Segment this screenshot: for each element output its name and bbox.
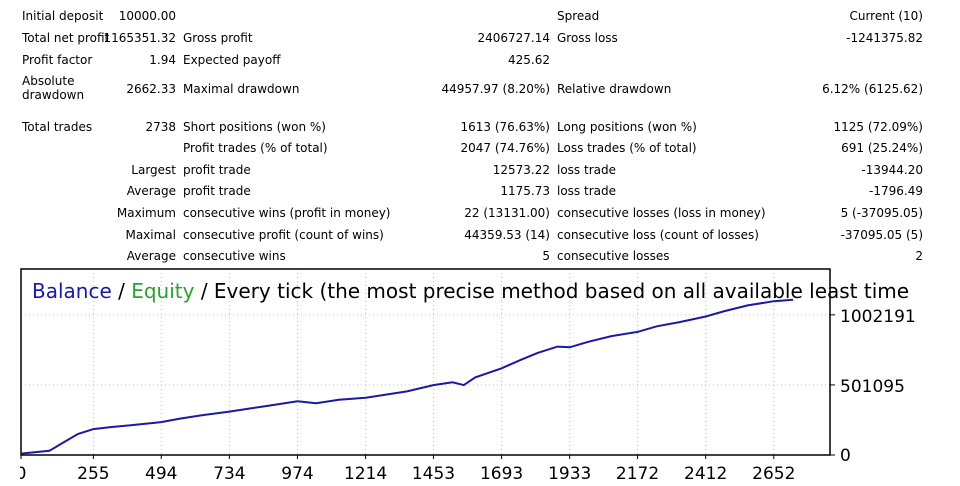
- maximal-drawdown-label: Maximal drawdown: [183, 82, 300, 96]
- maximal-consecutive-profit-label: consecutive profit (count of wins): [183, 228, 384, 242]
- max-consecutive-wins-label: consecutive wins (profit in money): [183, 206, 391, 220]
- initial-deposit-value: 10000.00: [118, 9, 176, 23]
- total-trades-label: Total trades: [22, 120, 93, 134]
- long-positions-value: 1125 (72.09%): [833, 120, 923, 134]
- x-tick-label: 2172: [616, 464, 659, 484]
- profit-trades-value: 2047 (74.76%): [460, 141, 550, 155]
- profit-factor-value: 1.94: [149, 53, 176, 67]
- gross-profit-value: 2406727.14: [477, 31, 550, 45]
- profit-factor-label: Profit factor: [22, 53, 93, 67]
- max-consecutive-losses-label: consecutive losses (loss in money): [557, 206, 766, 220]
- average-consecutive-wins-label: consecutive wins: [183, 249, 286, 263]
- maximal-label: Maximal: [125, 228, 176, 242]
- expected-payoff-label: Expected payoff: [183, 53, 281, 67]
- average-consecutive-losses-label: consecutive losses: [557, 249, 670, 263]
- balance-series-line: [20, 298, 794, 455]
- total-net-profit-value: 1165351.32: [103, 31, 176, 45]
- x-tick-label: 1214: [344, 464, 387, 484]
- x-tick-label: 1933: [548, 464, 591, 484]
- x-tick-label: 1453: [412, 464, 455, 484]
- x-tick-label: 255: [77, 464, 109, 484]
- title-balance: Balance: [32, 279, 112, 303]
- short-positions-label: Short positions (won %): [183, 120, 326, 134]
- average-profit-value: 1175.73: [500, 184, 550, 198]
- title-rest: / Every tick (the most precise method ba…: [194, 279, 909, 303]
- backtest-report: Initial deposit 10000.00 Spread Current …: [22, 9, 923, 263]
- relative-drawdown-value: 6.12% (6125.62): [822, 82, 923, 96]
- maximum-label: Maximum: [116, 206, 176, 220]
- largest-loss-label: loss trade: [557, 163, 616, 177]
- largest-loss-value: -13944.20: [861, 163, 923, 177]
- title-equity: Equity: [131, 279, 194, 303]
- largest-label: Largest: [131, 163, 176, 177]
- total-net-profit-label: Total net profit: [22, 31, 110, 45]
- x-tick-label: 0: [20, 464, 26, 484]
- x-tick-label: 494: [145, 464, 177, 484]
- y-axis-ticks: 0 501095 1002191: [830, 307, 916, 466]
- spread-label: Spread: [557, 9, 600, 23]
- gross-profit-label: Gross profit: [183, 31, 253, 45]
- x-tick-label: 734: [213, 464, 245, 484]
- absolute-drawdown-value: 2662.33: [126, 82, 176, 96]
- average-profit-label: profit trade: [183, 184, 251, 198]
- average-loss-value: -1796.49: [869, 184, 923, 198]
- chart-grid: [21, 269, 830, 455]
- chart-frame: [20, 268, 831, 456]
- x-tick-label: 2412: [684, 464, 727, 484]
- x-tick-label: 2652: [752, 464, 795, 484]
- loss-trades-label: Loss trades (% of total): [557, 141, 697, 155]
- average-consecutive-label: Average: [126, 249, 176, 263]
- balance-chart: Balance / Equity / Every tick (the most …: [20, 268, 960, 486]
- average-consecutive-losses-value: 2: [915, 249, 923, 263]
- maximal-consecutive-loss-label: consecutive loss (count of losses): [557, 228, 759, 242]
- initial-deposit-label: Initial deposit: [22, 9, 104, 23]
- y-tick-label: 0: [840, 446, 851, 466]
- long-positions-label: Long positions (won %): [557, 120, 697, 134]
- gross-loss-value: -1241375.82: [846, 31, 923, 45]
- maximal-consecutive-profit-value: 44359.53 (14): [464, 228, 550, 242]
- spread-value: Current (10): [849, 9, 923, 23]
- largest-profit-value: 12573.22: [492, 163, 550, 177]
- chart-canvas: Balance / Equity / Every tick (the most …: [20, 268, 916, 484]
- largest-profit-label: profit trade: [183, 163, 251, 177]
- average-label: Average: [126, 184, 176, 198]
- max-consecutive-wins-value: 22 (13131.00): [464, 206, 550, 220]
- absolute-drawdown-label: Absolute drawdown: [22, 74, 85, 102]
- maximal-consecutive-loss-value: -37095.05 (5): [840, 228, 923, 242]
- maximal-drawdown-value: 44957.97 (8.20%): [441, 82, 550, 96]
- y-tick-label: 1002191: [840, 307, 916, 327]
- chart-title: Balance / Equity / Every tick (the most …: [32, 279, 909, 303]
- expected-payoff-value: 425.62: [508, 53, 550, 67]
- short-positions-value: 1613 (76.63%): [460, 120, 550, 134]
- total-trades-value: 2738: [145, 120, 176, 134]
- title-sep: /: [112, 279, 131, 303]
- relative-drawdown-label: Relative drawdown: [557, 82, 672, 96]
- y-tick-label: 501095: [840, 377, 905, 397]
- max-consecutive-losses-value: 5 (-37095.05): [840, 206, 923, 220]
- profit-trades-label: Profit trades (% of total): [183, 141, 328, 155]
- average-loss-label: loss trade: [557, 184, 616, 198]
- x-tick-label: 974: [281, 464, 313, 484]
- loss-trades-value: 691 (25.24%): [841, 141, 923, 155]
- x-tick-label: 1693: [480, 464, 523, 484]
- x-axis-ticks: 0 255 494 734 974 1214 1453 1693 1933 2172 2412 265…: [20, 455, 795, 484]
- gross-loss-label: Gross loss: [557, 31, 618, 45]
- average-consecutive-wins-value: 5: [542, 249, 550, 263]
